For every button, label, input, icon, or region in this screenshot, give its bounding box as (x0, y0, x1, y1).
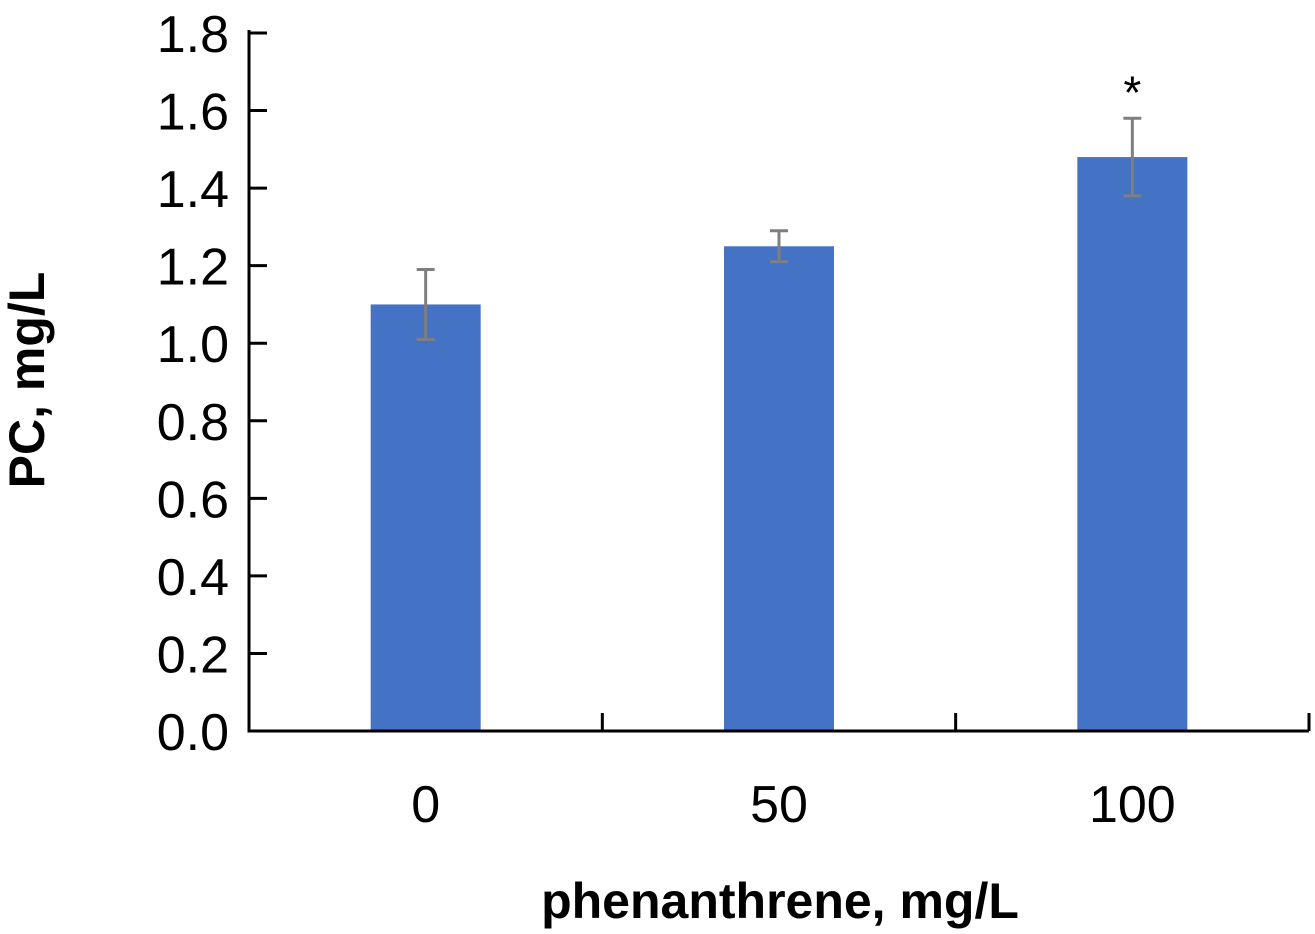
y-tick-label: 1.4 (157, 161, 229, 219)
error-bar (416, 268, 435, 341)
y-axis-ticks: 0.0 0.2 0.4 0.6 0.8 1.0 1.2 1.4 1.6 1.8 (157, 6, 267, 762)
y-tick-label: 1.2 (157, 239, 229, 297)
y-tick-label: 0.8 (157, 394, 229, 452)
y-tick-label: 1.8 (157, 6, 229, 64)
y-tick-label: 0.2 (157, 626, 229, 684)
error-bar (770, 229, 788, 264)
y-tick-label: 0.4 (157, 549, 229, 607)
bar (370, 304, 481, 731)
significance-marker: * (1123, 66, 1141, 118)
axes (247, 30, 1311, 733)
x-tick-label: 100 (1089, 776, 1176, 834)
y-tick-label: 1.0 (157, 316, 229, 374)
x-tick-label: 0 (411, 776, 440, 834)
x-axis-tick-labels: 0 50 100 (411, 776, 1176, 834)
bar (724, 246, 834, 731)
x-axis-title: phenanthrene, mg/L (541, 873, 1019, 929)
x-tick-label: 50 (750, 776, 808, 834)
y-tick-label: 0.0 (157, 704, 229, 762)
error-bars: * (416, 66, 1142, 341)
error-bar (1123, 116, 1142, 198)
bars (370, 157, 1188, 732)
y-tick-label: 0.6 (157, 471, 229, 529)
bar (1077, 157, 1188, 732)
y-axis-title: PC, mg/L (0, 272, 55, 489)
y-tick-label: 1.6 (157, 84, 229, 142)
